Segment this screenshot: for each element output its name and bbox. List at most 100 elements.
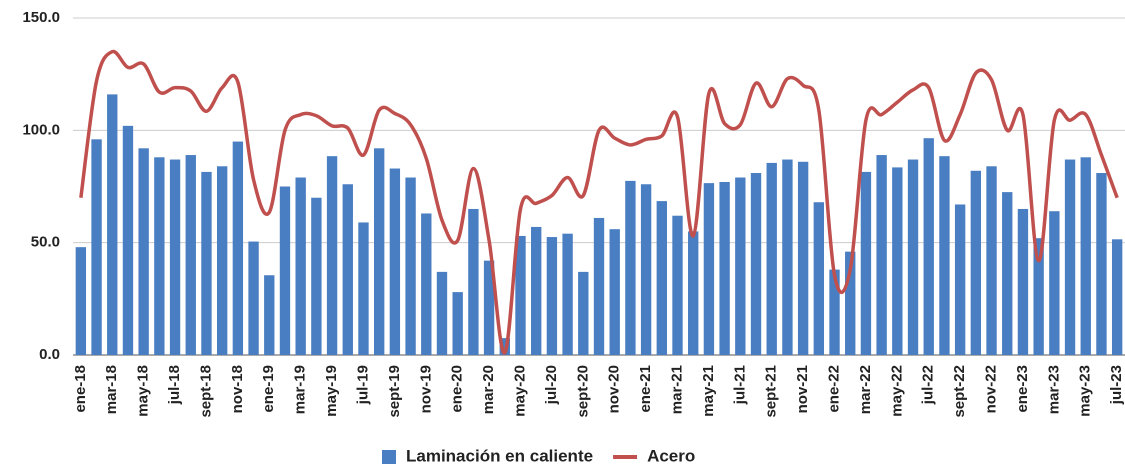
x-tick-label: may-20 — [511, 365, 528, 417]
bar — [232, 141, 244, 355]
x-tick-label: mar-23 — [1045, 365, 1062, 414]
bar — [358, 222, 369, 355]
x-tick-label: sept-18 — [197, 365, 214, 418]
bar — [609, 229, 620, 355]
bar — [468, 208, 479, 355]
x-tick-label: ene-21 — [637, 365, 654, 413]
bar — [986, 166, 997, 355]
bar — [1064, 159, 1076, 355]
bar — [1049, 211, 1060, 355]
bar — [845, 251, 856, 355]
line — [79, 49, 1119, 355]
y-tick-label: 50.0 — [31, 234, 60, 251]
bar — [373, 148, 385, 355]
x-tick-label: nov-18 — [229, 365, 246, 413]
legend-label: Acero — [647, 446, 695, 465]
bar — [1017, 208, 1029, 355]
bar — [91, 139, 102, 355]
x-tick-label: jul-20 — [543, 365, 560, 405]
x-tick-label: ene-19 — [260, 365, 277, 413]
bar — [750, 173, 762, 355]
bar — [138, 148, 149, 355]
bar — [954, 204, 966, 355]
bar — [452, 292, 463, 355]
x-tick-label: may-22 — [888, 365, 905, 417]
bar — [703, 183, 715, 355]
x-tick-label: jul-19 — [354, 365, 371, 405]
bar — [860, 171, 872, 355]
bar — [421, 213, 432, 355]
legend-label: Laminación en caliente — [406, 446, 593, 465]
bar — [656, 201, 667, 355]
x-tick-label: ene-18 — [72, 365, 89, 413]
bar — [405, 177, 416, 355]
x-tick-label: mar-21 — [668, 365, 685, 414]
x-tick-label: may-23 — [1077, 365, 1094, 417]
bar — [107, 94, 118, 356]
bar — [295, 177, 306, 355]
x-tick-label: ene-20 — [449, 365, 466, 413]
bar — [154, 157, 165, 355]
bar — [562, 233, 573, 355]
bar — [1080, 157, 1091, 355]
bar — [625, 180, 636, 355]
x-tick-label: jul-21 — [731, 365, 748, 405]
bar — [185, 155, 196, 355]
bar — [546, 237, 558, 355]
bar — [1033, 238, 1044, 355]
bar — [499, 338, 510, 355]
bar — [939, 156, 950, 355]
bar — [483, 260, 495, 355]
x-tick-label: mar-19 — [292, 365, 309, 414]
bar — [892, 167, 903, 355]
x-tick-label: nov-21 — [794, 365, 811, 413]
bar — [640, 184, 652, 355]
x-tick-label: may-19 — [323, 365, 340, 417]
x-tick-label: sept-20 — [574, 365, 591, 418]
bar — [169, 159, 181, 355]
x-tick-label: may-21 — [700, 365, 717, 417]
bar — [813, 202, 825, 355]
bar — [907, 159, 919, 355]
x-tick-label: jul-18 — [166, 365, 183, 405]
legend: Laminación en caliente Acero — [382, 446, 695, 465]
x-tick-label: sept-19 — [386, 365, 403, 418]
bar — [876, 155, 887, 355]
bar — [515, 235, 526, 355]
bar — [672, 215, 683, 355]
bar — [436, 271, 448, 355]
x-tick-label: sept-22 — [951, 365, 968, 418]
bar — [326, 156, 338, 355]
bar — [122, 125, 134, 355]
bar — [782, 159, 793, 355]
y-tick-label: 100.0 — [22, 121, 60, 138]
bar — [1096, 173, 1107, 355]
x-tick-label: nov-22 — [983, 365, 1000, 413]
bar — [264, 275, 275, 355]
bar — [531, 226, 542, 355]
bar — [970, 170, 982, 355]
bar — [766, 162, 777, 355]
bar — [923, 138, 934, 355]
x-tick-label: mar-22 — [857, 365, 874, 414]
bar — [735, 177, 746, 355]
bar — [1002, 192, 1013, 355]
bar — [311, 197, 322, 355]
x-tick-label: ene-23 — [1014, 365, 1031, 413]
y-tick-label: 150.0 — [22, 9, 60, 26]
bar — [201, 171, 212, 355]
bar — [719, 182, 730, 355]
bar — [216, 166, 228, 355]
bar — [797, 161, 809, 355]
bar — [829, 269, 840, 355]
bar — [389, 168, 401, 355]
y-tick-label: 0.0 — [39, 346, 60, 363]
bar — [75, 247, 87, 355]
x-tick-label: nov-19 — [417, 365, 434, 413]
bar — [248, 241, 259, 355]
bar — [1111, 239, 1123, 355]
x-tick-label: jul-23 — [1108, 365, 1125, 405]
x-tick-label: mar-18 — [103, 365, 120, 414]
